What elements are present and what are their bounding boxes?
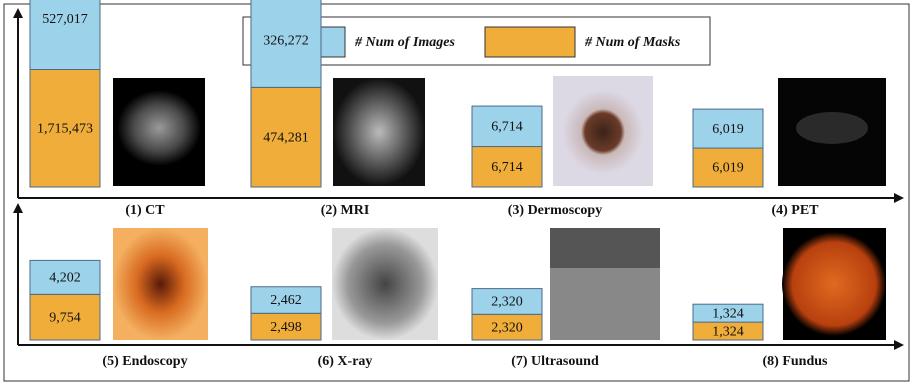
value-label: 6,714 [491, 160, 523, 175]
value-label: 527,017 [42, 12, 88, 27]
endoscopy-image [113, 228, 208, 340]
category-label: (1) CT [125, 203, 165, 218]
value-label: 6,019 [712, 161, 744, 176]
value-label: 326,272 [263, 33, 309, 48]
ultrasound-image [550, 228, 660, 268]
value-label: 6,714 [491, 120, 523, 135]
category-label: (5) Endoscopy [102, 354, 187, 369]
value-label: 1,715,473 [37, 121, 93, 136]
value-label: 9,754 [49, 310, 81, 325]
bar-segment [29, 0, 101, 70]
value-label: 2,462 [270, 293, 302, 308]
category-label: (6) X-ray [318, 354, 373, 369]
bar-segment [471, 288, 543, 315]
category-label: (3) Dermoscopy [508, 203, 602, 218]
bar-segment [250, 286, 322, 314]
bar-segment [471, 146, 543, 188]
bar-segment [692, 303, 764, 323]
category-label: (8) Fundus [763, 354, 829, 369]
value-label: 474,281 [263, 130, 309, 145]
frame [3, 3, 910, 382]
category-label: (7) Ultrasound [511, 354, 599, 369]
bar-segment [29, 293, 101, 341]
legend-swatch [484, 26, 576, 58]
fundus-image [782, 232, 886, 336]
mri-image [333, 78, 425, 186]
category-label: (2) MRI [321, 203, 370, 218]
bar-segment [250, 86, 322, 188]
ct-image [117, 90, 201, 166]
value-label: 1,324 [712, 306, 744, 321]
value-label: 4,202 [49, 271, 81, 286]
value-label: 6,019 [712, 122, 744, 137]
bar-segment [692, 147, 764, 188]
value-label: 2,320 [491, 320, 523, 335]
bar-segment [471, 105, 543, 148]
value-label: 2,498 [270, 320, 302, 335]
pet-image [796, 112, 868, 144]
value-label: 2,320 [491, 295, 523, 310]
bar-segment [692, 108, 764, 149]
bar-segment [29, 259, 101, 295]
dermoscopy-image [563, 90, 643, 174]
value-label: 1,324 [712, 324, 744, 339]
bars: 1,715,473 527,017 (1) CT 474,281 326,272 (2) … [29, 0, 829, 369]
legend-label: # Num of Masks [584, 35, 681, 50]
bar-segment [471, 313, 543, 341]
bar-segment [29, 68, 101, 188]
bar-segment [250, 0, 322, 88]
category-label: (4) PET [771, 203, 819, 218]
xray-image [332, 228, 438, 340]
legend-label: # Num of Images [354, 35, 456, 50]
